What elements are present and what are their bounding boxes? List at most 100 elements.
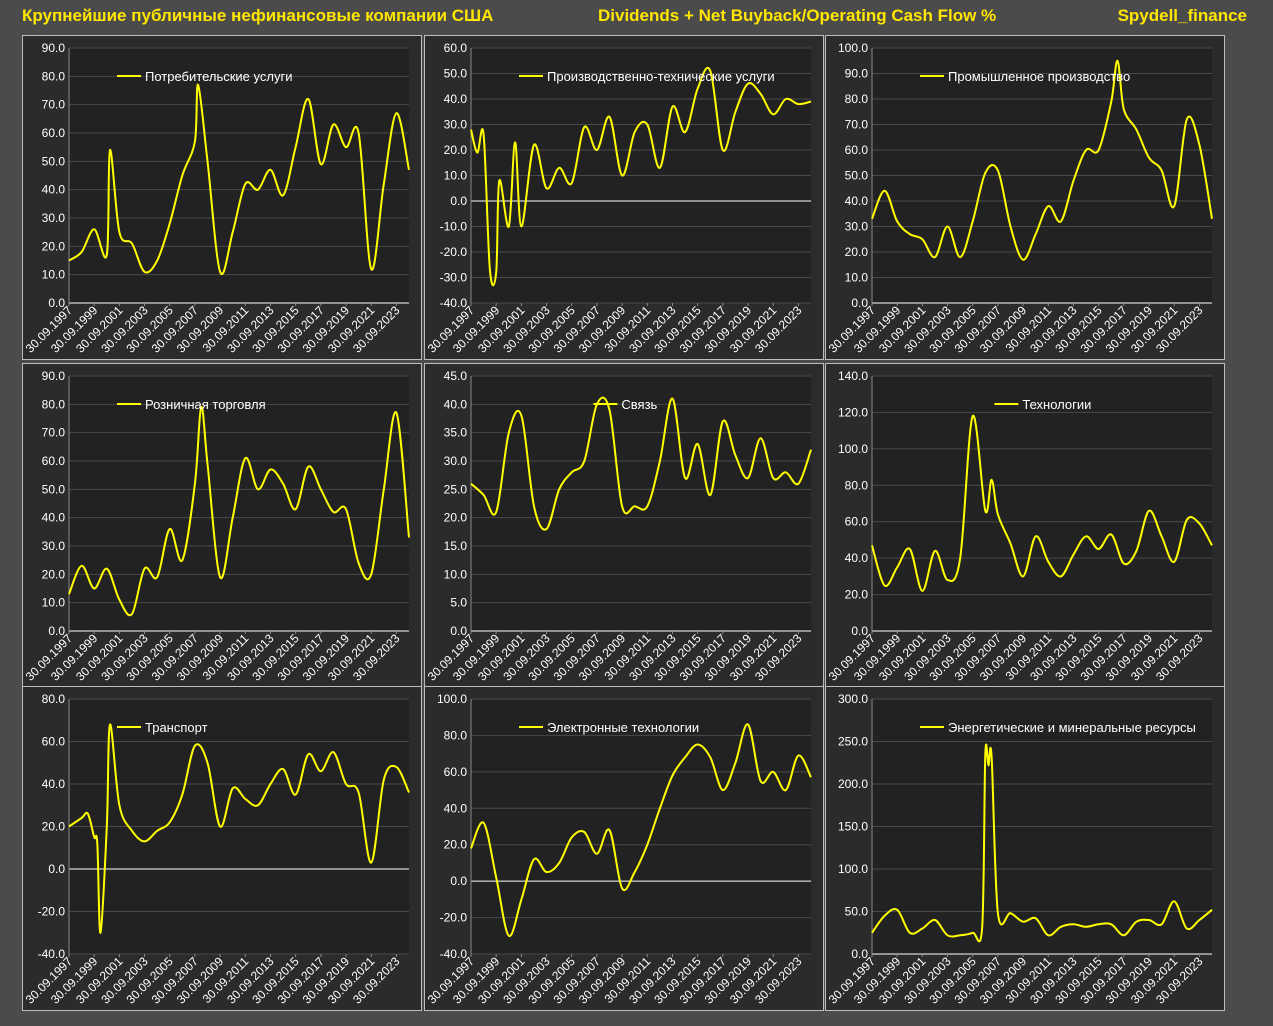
legend-label: Транспорт [145, 720, 208, 735]
y-tick-label: -10.0 [440, 220, 468, 234]
y-tick-label: 90.0 [42, 41, 66, 55]
y-tick-label: 5.0 [450, 596, 467, 610]
chart-panel: 0.0 10.0 20.0 30.0 40.0 50.0 60.0 70.0 80.0 90.0 1… [825, 35, 1225, 360]
y-tick-label: 10.0 [42, 268, 66, 282]
y-tick-label: -40.0 [440, 947, 468, 961]
y-tick-label: -40.0 [38, 947, 66, 961]
y-tick-label: 50.0 [845, 169, 869, 183]
y-tick-label: 40.0 [845, 551, 869, 565]
plot-area [69, 376, 409, 631]
y-tick-label: 20.0 [42, 239, 66, 253]
header-source-label: Spydell_finance [1117, 6, 1247, 25]
line-chart: -40.0-20.00.020.040.060.080.030.09.19973… [23, 692, 410, 1007]
y-tick-label: 80.0 [42, 69, 66, 83]
legend-label: Энергетические и минеральные ресурсы [948, 720, 1196, 735]
y-tick-label: 10.0 [444, 567, 468, 581]
y-tick-label: 30.0 [444, 454, 468, 468]
y-tick-label: 60.0 [444, 765, 468, 779]
y-tick-label: 70.0 [42, 98, 66, 112]
y-tick-label: 30.0 [42, 539, 66, 553]
chart-panel: 0.0 10.0 20.0 30.0 40.0 50.0 60.0 70.0 80.0 90.0 3… [22, 35, 422, 360]
legend-label: Потребительские услуги [145, 69, 292, 84]
legend-label: Связь [621, 397, 657, 412]
y-tick-label: 70.0 [845, 118, 869, 132]
y-tick-label: 45.0 [444, 369, 468, 383]
y-tick-label: 20.0 [42, 567, 66, 581]
y-tick-label: 40.0 [444, 92, 468, 106]
plot-area [471, 376, 811, 631]
line-chart: 0.0 10.0 20.0 30.0 40.0 50.0 60.0 70.0 80.0 90.0 1… [826, 41, 1213, 356]
y-tick-label: 0.0 [450, 194, 467, 208]
y-tick-label: 50.0 [42, 482, 66, 496]
y-tick-label: 15.0 [444, 539, 468, 553]
y-tick-label: 100.0 [838, 442, 868, 456]
line-chart: -40.0 -30.0 -20.0 -10.0 0.0 10.0 20.0 30.0 40.0 5… [425, 41, 812, 356]
y-tick-label: 100.0 [838, 41, 868, 55]
chart-panel: 0.0 50.0 100.0 150.0 200.0 250.0 300.0 30.09.19… [825, 686, 1225, 1011]
y-tick-label: 60.0 [42, 126, 66, 140]
series-line [871, 743, 1213, 943]
y-tick-label: 35.0 [444, 426, 468, 440]
legend-label: Промышленное производство [948, 69, 1130, 84]
y-tick-label: 30.0 [42, 211, 66, 225]
y-tick-label: 20.0 [444, 511, 468, 525]
y-tick-label: 30.0 [444, 118, 468, 132]
y-tick-label: 100.0 [838, 862, 868, 876]
line-chart: 0.010.020.030.040.050.060.070.080.090.03… [23, 41, 410, 356]
chart-panel: 0.0 5.0 10.0 15.0 20.0 25.0 30.0 35.0 40.0 45.0 30… [424, 363, 824, 688]
y-tick-label: 80.0 [42, 692, 66, 706]
series-line [871, 415, 1213, 592]
y-tick-label: 0.0 [48, 296, 65, 310]
series-line [871, 59, 1213, 261]
legend-label: Розничная торговля [145, 397, 266, 412]
chart-panel: 0.0 10.0 20.0 30.0 40.0 50.0 60.0 70.0 80.0 90.0 3… [22, 363, 422, 688]
line-chart: 0.050.0100.0150.0200.0250.0300.030.09.19… [826, 692, 1213, 1007]
line-chart: 0.05.010.015.020.025.030.035.040.045.030… [425, 369, 812, 684]
y-tick-label: 20.0 [42, 820, 66, 834]
y-tick-label: 10.0 [845, 271, 869, 285]
y-tick-label: 70.0 [42, 426, 66, 440]
legend-label: Производственно-технические услуги [547, 69, 775, 84]
y-tick-label: 0.0 [48, 862, 65, 876]
y-tick-label: 50.0 [444, 67, 468, 81]
y-tick-label: 150.0 [838, 820, 868, 834]
y-tick-label: 20.0 [845, 588, 869, 602]
y-tick-label: 50.0 [42, 154, 66, 168]
y-tick-label: 60.0 [845, 515, 869, 529]
y-tick-label: 40.0 [42, 777, 66, 791]
y-tick-label: -20.0 [440, 245, 468, 259]
y-tick-label: 50.0 [845, 905, 869, 919]
y-tick-label: 0.0 [48, 624, 65, 638]
y-tick-label: 30.0 [845, 220, 869, 234]
legend-label: Технологии [1022, 397, 1091, 412]
y-tick-label: 20.0 [444, 143, 468, 157]
y-tick-label: 40.0 [42, 511, 66, 525]
y-tick-label: 90.0 [42, 369, 66, 383]
y-tick-label: 0.0 [851, 624, 868, 638]
y-tick-label: -30.0 [440, 271, 468, 285]
y-tick-label: 40.0 [444, 801, 468, 815]
y-tick-label: 60.0 [845, 143, 869, 157]
y-tick-label: 250.0 [838, 735, 868, 749]
y-tick-label: 300.0 [838, 692, 868, 706]
plot-area [471, 699, 811, 954]
y-tick-label: -20.0 [440, 911, 468, 925]
y-tick-label: 60.0 [42, 735, 66, 749]
plot-area [872, 376, 1212, 631]
y-tick-label: 60.0 [444, 41, 468, 55]
y-tick-label: 40.0 [42, 183, 66, 197]
y-tick-label: 20.0 [444, 838, 468, 852]
header-title-left: Крупнейшие публичные нефинансовые компан… [22, 6, 494, 25]
chart-panel: -40.0 -30.0 -20.0 -10.0 0.0 10.0 20.0 30.0 40.0 5… [424, 35, 824, 360]
y-tick-label: -40.0 [440, 296, 468, 310]
y-tick-label: 80.0 [42, 397, 66, 411]
y-tick-label: 0.0 [851, 947, 868, 961]
y-tick-label: 0.0 [851, 296, 868, 310]
series-line [470, 396, 812, 531]
line-chart: 0.020.040.060.080.0100.0120.0140.030.09.… [826, 369, 1213, 684]
y-tick-label: 200.0 [838, 777, 868, 791]
y-tick-label: 40.0 [845, 194, 869, 208]
y-tick-label: 90.0 [845, 67, 869, 81]
y-tick-label: 10.0 [42, 596, 66, 610]
y-tick-label: 25.0 [444, 482, 468, 496]
